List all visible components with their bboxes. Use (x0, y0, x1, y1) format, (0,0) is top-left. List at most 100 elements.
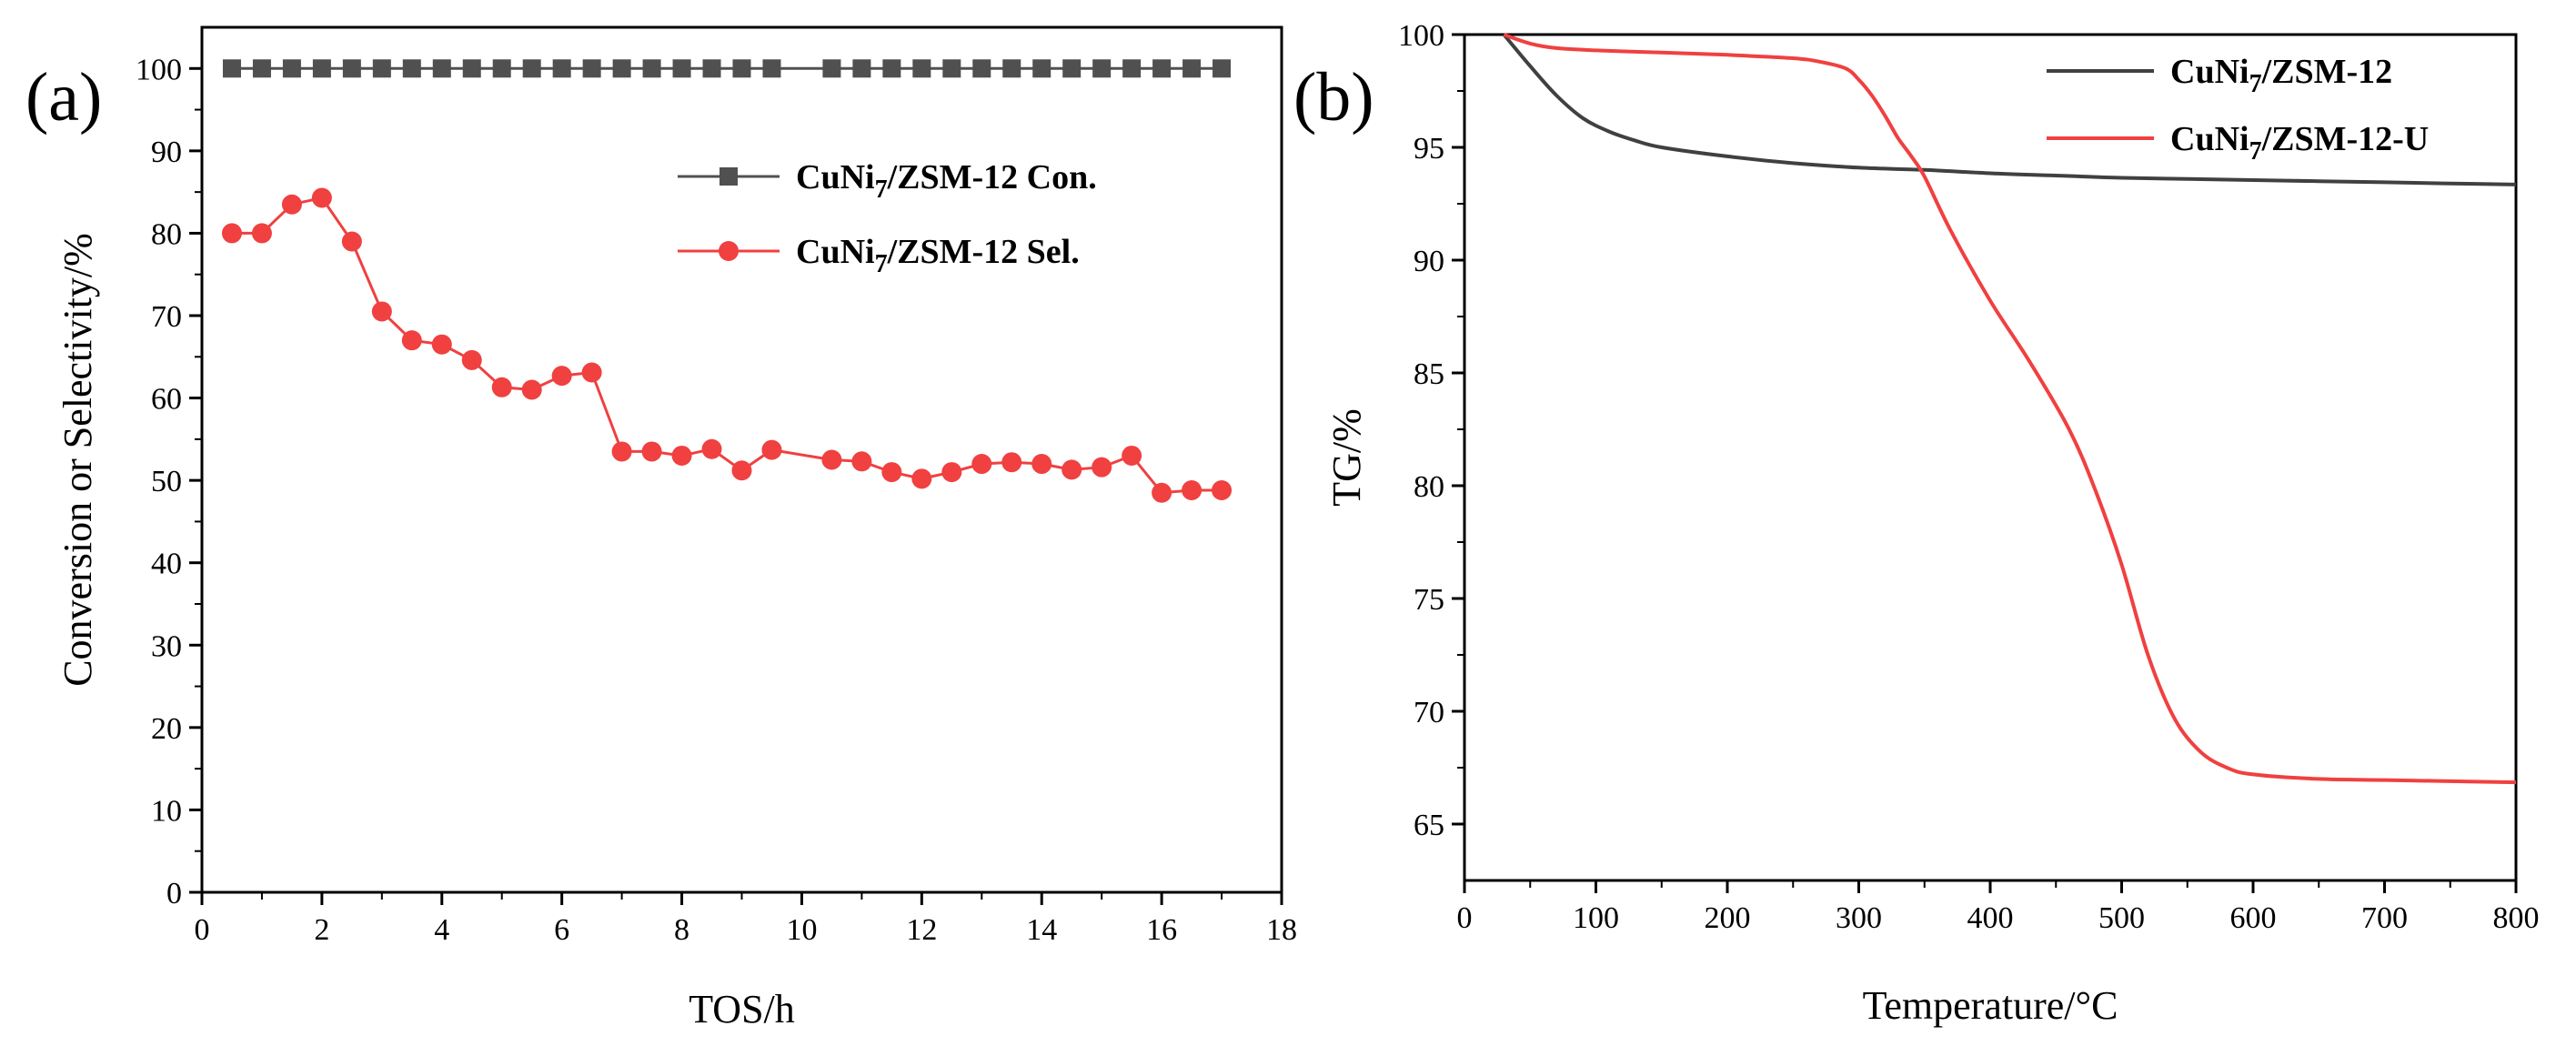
data-point (372, 59, 391, 78)
data-point (1002, 59, 1021, 78)
data-point (732, 59, 751, 78)
data-point (492, 59, 511, 78)
data-point (1182, 59, 1202, 78)
data-point (551, 366, 572, 387)
x-tick-label: 14 (1026, 913, 1057, 947)
x-tick-label: 8 (674, 913, 689, 947)
data-point (582, 59, 601, 78)
y-tick-label: 50 (151, 465, 182, 498)
y-tick-label: 70 (1414, 696, 1444, 729)
data-point (762, 59, 781, 78)
y-tick-label: 95 (1414, 132, 1444, 166)
series-line (1502, 33, 2517, 186)
data-point (1092, 457, 1112, 478)
data-point (371, 301, 392, 322)
data-point (1032, 59, 1052, 78)
data-point (1122, 59, 1142, 78)
series-1 (222, 59, 1232, 78)
y-tick-label: 80 (1414, 470, 1444, 504)
series-2 (1503, 33, 2517, 785)
data-point (1062, 59, 1082, 78)
data-point (731, 460, 752, 481)
x-tick-label: 4 (434, 913, 449, 947)
data-point (821, 449, 842, 470)
legend-entry: CuNi7/ZSM-12 Sel. (678, 233, 1080, 278)
y-tick-label: 70 (151, 300, 182, 334)
data-point (701, 438, 722, 459)
data-point (611, 441, 632, 462)
x-tick-label: 600 (2230, 901, 2277, 935)
x-tick-label: 300 (1836, 901, 1882, 935)
y-tick-label: 0 (166, 877, 182, 910)
chart-panel-b: 0 100 200 300 400 500 600 700 800 65 70 75 80 85 90 95 1… (1293, 19, 2540, 1028)
y-tick-label: 30 (151, 629, 182, 663)
x-tick-label: 2 (314, 913, 329, 947)
x-tick-label: 16 (1146, 913, 1177, 947)
data-point (402, 59, 421, 78)
data-point (431, 334, 452, 355)
legend-label: CuNi7/ZSM-12 (2170, 53, 2392, 98)
x-tick-label: 10 (786, 913, 817, 947)
y-tick-label: 10 (151, 794, 182, 828)
y-tick-label: 100 (1398, 19, 1444, 53)
legend-entry: CuNi7/ZSM-12 Con. (678, 158, 1097, 204)
y-tick-label: 65 (1414, 809, 1444, 842)
data-point (911, 468, 932, 489)
data-point (491, 377, 512, 397)
plot-frame (1463, 33, 2518, 882)
x-tick-label: 700 (2361, 901, 2408, 935)
data-point (912, 59, 931, 78)
data-point (341, 231, 362, 252)
x-tick-label: 100 (1573, 901, 1619, 935)
panel-label: (a) (25, 59, 102, 136)
legend-label: CuNi7/ZSM-12-U (2170, 120, 2429, 166)
legend-entry: CuNi7/ZSM-12 (2047, 53, 2392, 98)
data-point (552, 59, 571, 78)
data-point (581, 362, 602, 383)
data-point (1152, 59, 1172, 78)
legend-entry: CuNi7/ZSM-12-U (2047, 120, 2429, 166)
legend-label: CuNi7/ZSM-12 Sel. (796, 233, 1080, 278)
data-point (642, 59, 661, 78)
data-point (1182, 480, 1202, 501)
y-tick-label: 100 (136, 53, 182, 86)
data-point (942, 59, 961, 78)
data-point (282, 59, 301, 78)
data-point (881, 462, 902, 483)
data-point (702, 59, 721, 78)
legend-marker (719, 241, 739, 261)
data-point (461, 349, 482, 370)
data-point (1031, 454, 1052, 475)
legend-marker (719, 167, 738, 186)
series-line (1503, 33, 2517, 785)
x-tick-label: 6 (554, 913, 569, 947)
data-point (522, 59, 541, 78)
legend-label: CuNi7/ZSM-12 Con. (796, 158, 1097, 204)
data-point (641, 441, 662, 462)
data-point (1092, 59, 1112, 78)
data-point (822, 59, 841, 78)
data-point (281, 194, 302, 215)
data-point (971, 454, 992, 475)
x-axis-label: Temperature/°C (1863, 983, 2118, 1028)
data-point (462, 59, 481, 78)
data-point (1213, 59, 1232, 78)
data-point (432, 59, 451, 78)
data-point (401, 330, 422, 351)
y-tick-label: 90 (1414, 245, 1444, 278)
data-point (1152, 482, 1172, 503)
data-point (312, 59, 331, 78)
data-point (1001, 452, 1022, 473)
data-point (761, 439, 782, 460)
x-tick-label: 500 (2098, 901, 2145, 935)
x-tick-label: 200 (1705, 901, 1751, 935)
data-point (671, 445, 692, 466)
x-tick-label: 400 (1967, 901, 2014, 935)
data-point (972, 59, 991, 78)
data-point (342, 59, 361, 78)
y-tick-label: 20 (151, 712, 182, 746)
y-axis-label: Conversion or Selectivity/% (55, 233, 100, 687)
panel-label: (b) (1293, 59, 1374, 136)
y-tick-label: 90 (151, 136, 182, 169)
y-tick-label: 60 (151, 383, 182, 417)
